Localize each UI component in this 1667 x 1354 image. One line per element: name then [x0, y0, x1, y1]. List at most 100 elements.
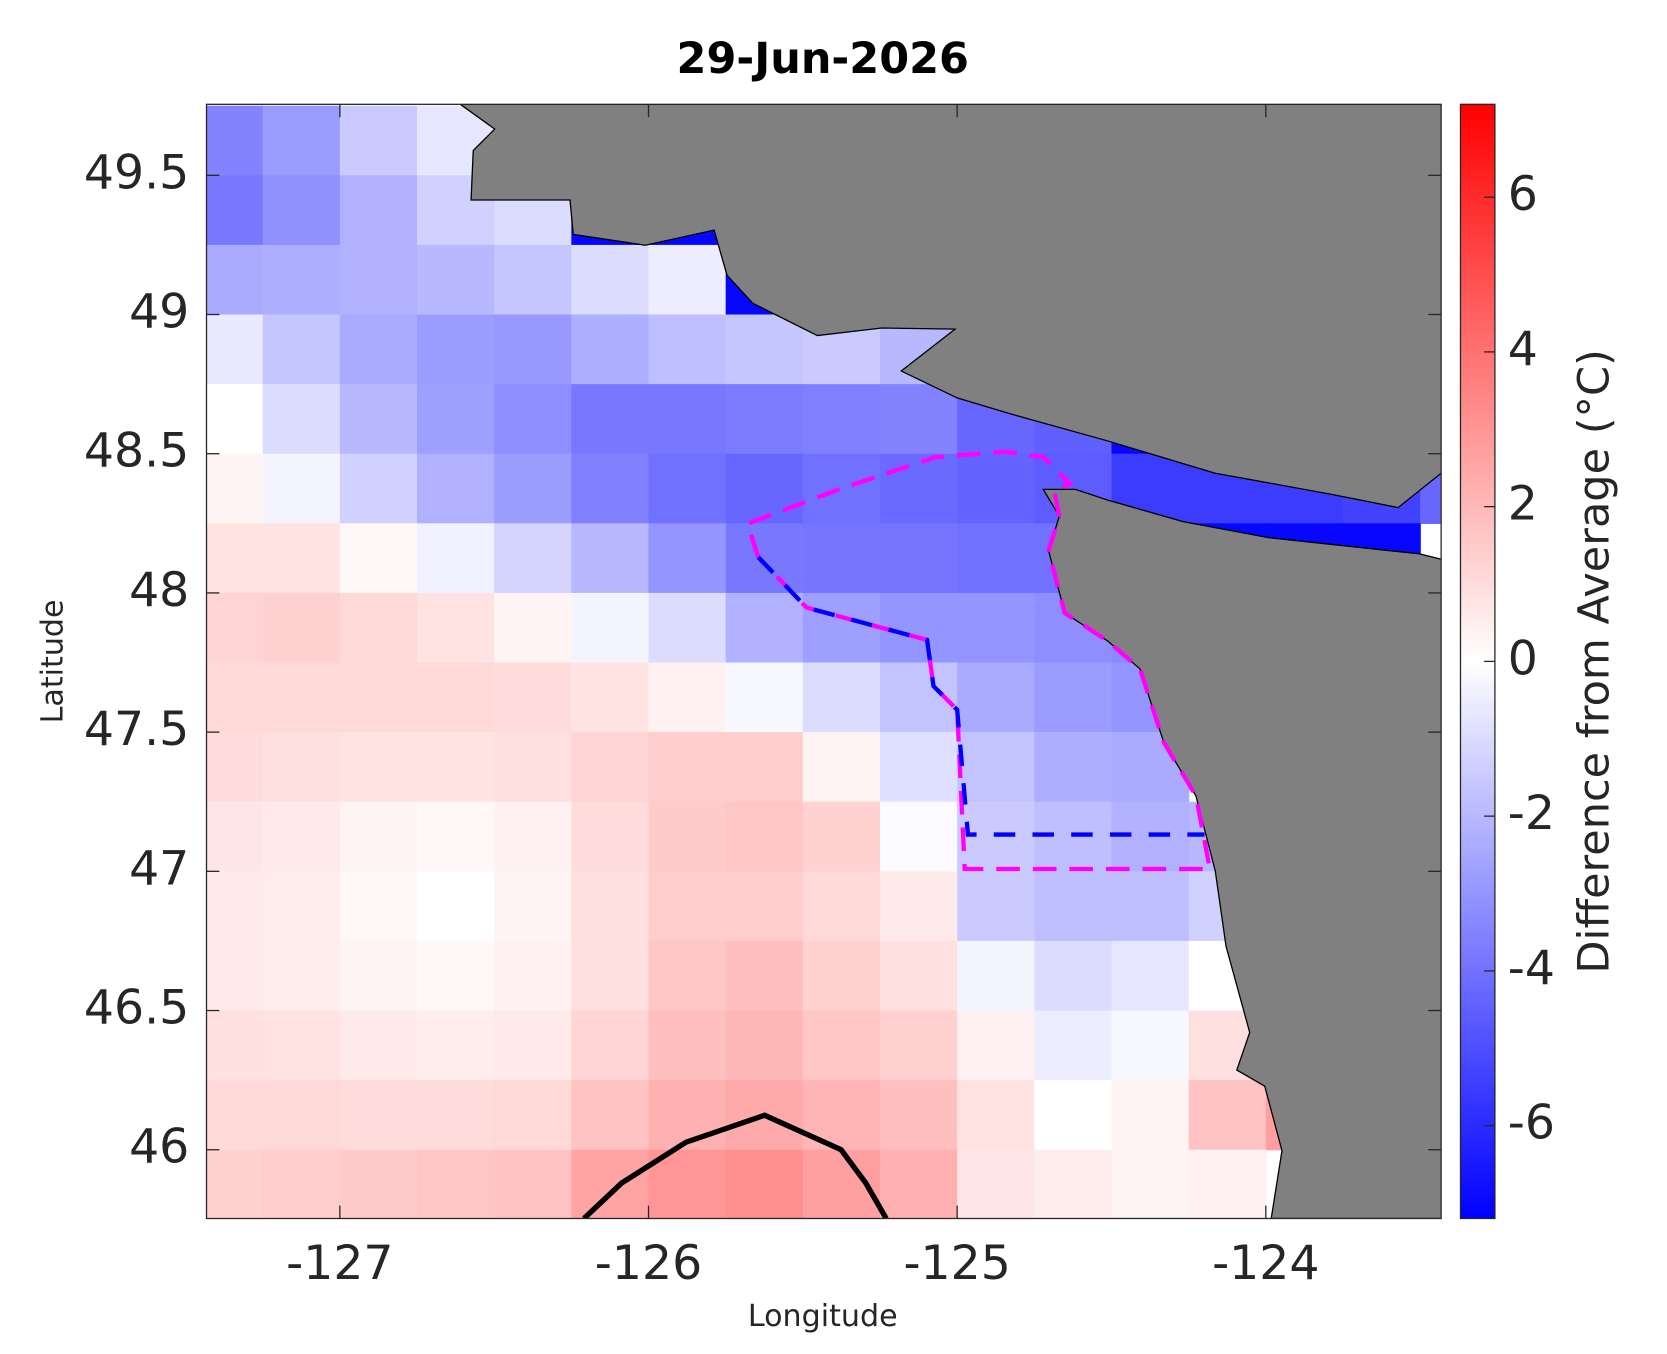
- region-outline: [744, 449, 1213, 872]
- cell: [494, 1010, 572, 1081]
- cell: [262, 1080, 341, 1151]
- cell: [571, 1080, 650, 1151]
- cell: [1111, 1010, 1190, 1081]
- cell: [571, 1010, 650, 1081]
- cell: [879, 523, 958, 594]
- cell: [262, 871, 341, 942]
- cell: [494, 1080, 572, 1151]
- cell: [206, 523, 264, 594]
- colorbar-tick-label: 6: [1508, 167, 1538, 222]
- cell: [262, 175, 341, 246]
- cell: [339, 105, 418, 176]
- cell: [648, 592, 727, 664]
- cell: [339, 1010, 418, 1081]
- cell: [339, 453, 418, 524]
- cell: [725, 871, 804, 942]
- cell: [802, 801, 881, 872]
- cell: [494, 1149, 572, 1219]
- region-outline-inner: [756, 555, 1205, 837]
- cell: [494, 314, 572, 385]
- cell: [879, 384, 958, 455]
- cell: [417, 662, 495, 733]
- cell: [494, 940, 572, 1012]
- cell: [262, 1010, 341, 1081]
- cell: [879, 1149, 958, 1219]
- cell: [417, 732, 495, 803]
- cell: [802, 871, 881, 942]
- cell: [1034, 871, 1113, 942]
- cell: [725, 732, 804, 803]
- map-overlay: [459, 104, 1442, 1219]
- cell: [417, 1010, 495, 1081]
- cell: [879, 1010, 958, 1081]
- cell: [879, 453, 958, 524]
- cell: [339, 1149, 418, 1219]
- cell: [339, 801, 418, 872]
- cell: [417, 1149, 495, 1219]
- cell: [262, 384, 341, 455]
- cell: [1034, 1149, 1113, 1219]
- cell: [494, 592, 572, 664]
- y-tick-label: 47: [129, 841, 189, 896]
- cell: [571, 940, 650, 1012]
- cell: [571, 523, 650, 594]
- y-tick-label: 48: [129, 563, 189, 618]
- cell: [957, 732, 1035, 803]
- cell: [417, 592, 495, 664]
- cell: [957, 940, 1035, 1012]
- y-tick-label: 49: [129, 285, 189, 340]
- cell: [262, 732, 341, 803]
- cell: [262, 105, 341, 176]
- cell: [648, 732, 727, 803]
- cell: [262, 940, 341, 1012]
- y-tick-label: 46: [129, 1120, 189, 1175]
- cell: [494, 453, 572, 524]
- cell: [262, 1149, 341, 1219]
- cell: [262, 453, 341, 524]
- cell: [802, 1010, 881, 1081]
- y-tick-label: 47.5: [84, 702, 189, 757]
- cell: [1111, 1149, 1190, 1219]
- cell: [1188, 1080, 1267, 1151]
- cell: [725, 1149, 804, 1219]
- cell: [802, 662, 881, 733]
- cell: [648, 1149, 727, 1219]
- cell: [1111, 801, 1190, 872]
- cell: [957, 1149, 1035, 1219]
- cell: [648, 523, 727, 594]
- cell: [571, 244, 650, 316]
- cell: [957, 1010, 1035, 1081]
- cell: [802, 940, 881, 1012]
- cell: [339, 244, 418, 316]
- cell: [339, 1080, 418, 1151]
- cell: [206, 453, 264, 524]
- cell: [648, 1080, 727, 1151]
- cell: [648, 801, 727, 872]
- cell: [206, 314, 264, 385]
- cell: [206, 1010, 264, 1081]
- cell: [1034, 801, 1113, 872]
- land: [459, 104, 1442, 509]
- colorbar-tick-label: 4: [1508, 322, 1538, 377]
- cell: [725, 523, 804, 594]
- cell: [648, 940, 727, 1012]
- contour: [582, 1112, 889, 1219]
- cell: [494, 732, 572, 803]
- cell: [571, 871, 650, 942]
- x-tick-label: -127: [286, 1236, 393, 1291]
- cell: [417, 384, 495, 455]
- cell: [648, 314, 727, 385]
- cell: [571, 732, 650, 803]
- y-tick-label: 46.5: [84, 981, 189, 1036]
- cell: [571, 662, 650, 733]
- cell: [494, 244, 572, 316]
- cell: [206, 1080, 264, 1151]
- cell: [206, 175, 264, 246]
- cell: [206, 662, 264, 733]
- cell: [206, 871, 264, 942]
- cell: [339, 732, 418, 803]
- cell: [417, 523, 495, 594]
- cell: [339, 523, 418, 594]
- cell: [1111, 1080, 1190, 1151]
